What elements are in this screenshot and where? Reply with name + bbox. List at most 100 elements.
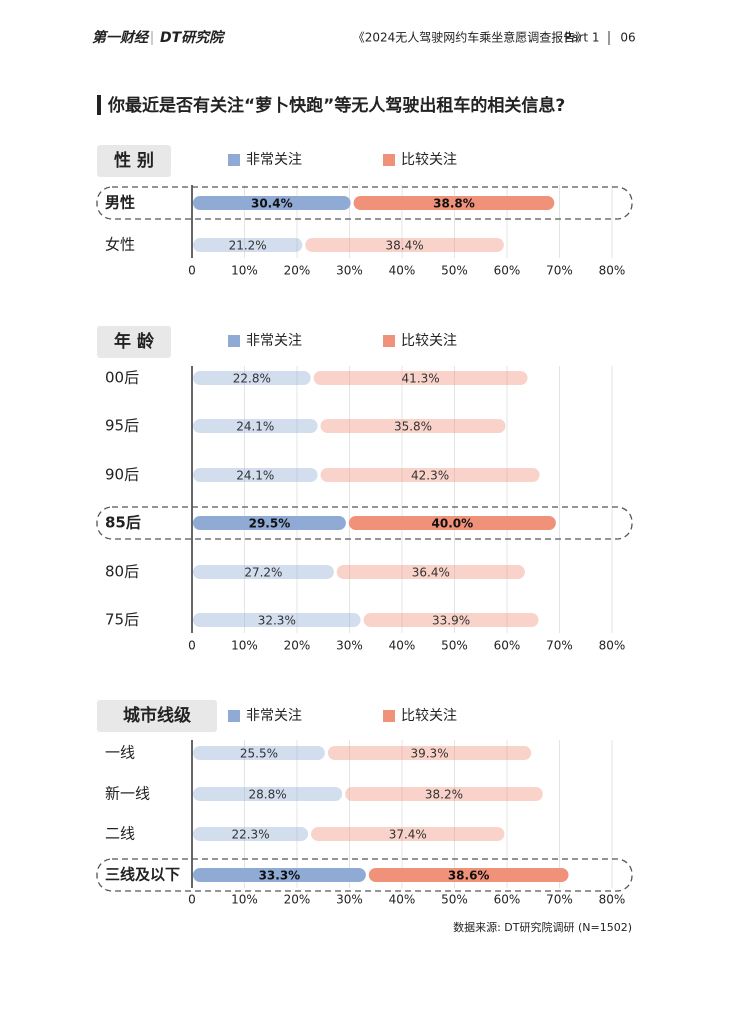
- x-tick-label: 50%: [441, 893, 468, 907]
- bar: [313, 371, 528, 385]
- x-tick-label: 30%: [336, 893, 363, 907]
- category-label: 二线: [105, 825, 135, 843]
- value-label: 32.3%: [258, 614, 296, 628]
- value-label: 22.3%: [231, 828, 269, 842]
- x-tick-label: 60%: [494, 893, 521, 907]
- value-label: 24.1%: [236, 469, 274, 483]
- x-tick-label: 40%: [389, 264, 416, 278]
- bar: [193, 371, 311, 385]
- x-tick-label: 60%: [494, 639, 521, 653]
- x-tick-label: 50%: [441, 639, 468, 653]
- bar: [193, 238, 303, 252]
- highlight-box: [96, 186, 633, 220]
- highlight-box: [96, 506, 633, 540]
- value-label: 37.4%: [389, 828, 427, 842]
- category-label: 00后: [105, 369, 139, 387]
- x-tick-label: 50%: [441, 264, 468, 278]
- legend-label: 非常关注: [246, 708, 302, 724]
- value-label: 25.5%: [240, 747, 278, 761]
- bar: [320, 468, 540, 482]
- category-label: 三线及以下: [105, 866, 180, 884]
- legend-swatch: [383, 154, 395, 166]
- value-label: 33.9%: [432, 614, 470, 628]
- page-number: 06: [620, 31, 635, 45]
- bar: [193, 468, 318, 482]
- value-label: 33.3%: [259, 869, 301, 883]
- bar: [363, 613, 539, 627]
- x-tick-label: 30%: [336, 639, 363, 653]
- bar: [193, 827, 309, 841]
- legend-swatch: [228, 335, 240, 347]
- title-bar: [97, 95, 101, 115]
- bar: [193, 787, 343, 801]
- value-label: 35.8%: [394, 420, 432, 434]
- part: Part 1: [564, 31, 599, 45]
- x-tick-label: 30%: [336, 264, 363, 278]
- category-label: 90后: [105, 466, 139, 484]
- category-label: 85后: [105, 514, 141, 532]
- category-label: 80后: [105, 563, 139, 581]
- x-tick-label: 80%: [599, 639, 626, 653]
- section-title: 年 龄: [114, 331, 155, 352]
- bar: [353, 196, 555, 210]
- value-label: 39.3%: [410, 747, 448, 761]
- x-tick-label: 80%: [599, 264, 626, 278]
- x-tick-label: 10%: [231, 264, 258, 278]
- logo: DT研究院: [160, 29, 226, 46]
- bar: [193, 196, 351, 210]
- bar: [345, 787, 543, 801]
- category-label: 新一线: [105, 785, 150, 803]
- legend-swatch: [228, 710, 240, 722]
- category-label: 男性: [105, 194, 135, 212]
- x-tick-label: 0: [188, 264, 196, 278]
- value-label: 38.8%: [433, 197, 475, 211]
- x-tick-label: 70%: [546, 893, 573, 907]
- legend-swatch: [383, 335, 395, 347]
- x-tick-label: 0: [188, 893, 196, 907]
- legend-label: 比较关注: [401, 333, 457, 349]
- value-label: 21.2%: [229, 239, 267, 253]
- legend-label: 非常关注: [246, 333, 302, 349]
- x-tick-label: 40%: [389, 639, 416, 653]
- legend-swatch: [383, 710, 395, 722]
- section-tag: [97, 145, 171, 177]
- value-label: 38.4%: [386, 239, 424, 253]
- x-tick-label: 10%: [231, 639, 258, 653]
- bar: [193, 419, 318, 433]
- bar: [193, 565, 334, 579]
- bar: [305, 238, 504, 252]
- value-label: 41.3%: [402, 372, 440, 386]
- bar: [348, 516, 556, 530]
- value-label: 40.0%: [432, 517, 474, 531]
- bar: [320, 419, 506, 433]
- x-tick-label: 20%: [284, 639, 311, 653]
- category-label: 75后: [105, 611, 139, 629]
- x-tick-label: 0: [188, 639, 196, 653]
- x-tick-label: 10%: [231, 893, 258, 907]
- source: 数据来源: DT研究院调研 (N=1502): [453, 920, 632, 934]
- value-label: 38.6%: [448, 869, 490, 883]
- x-tick-label: 80%: [599, 893, 626, 907]
- bar: [193, 746, 325, 760]
- value-label: 28.8%: [249, 788, 287, 802]
- bar: [193, 613, 361, 627]
- bar: [336, 565, 525, 579]
- value-label: 22.8%: [233, 372, 271, 386]
- bar: [193, 868, 366, 882]
- value-label: 38.2%: [425, 788, 463, 802]
- legend-label: 非常关注: [246, 152, 302, 168]
- x-tick-label: 70%: [546, 639, 573, 653]
- value-label: 27.2%: [244, 566, 282, 580]
- value-label: 30.4%: [251, 197, 293, 211]
- value-label: 24.1%: [236, 420, 274, 434]
- logo: 第一财经: [92, 29, 150, 46]
- value-label: 36.4%: [412, 566, 450, 580]
- bar: [327, 746, 532, 760]
- highlight-box: [96, 858, 633, 892]
- section-title: 城市线级: [123, 705, 191, 726]
- bar: [368, 868, 569, 882]
- report-title: 《2024无人驾驶网约车乘坐意愿调查报告》: [353, 30, 588, 45]
- value-label: 29.5%: [249, 517, 291, 531]
- x-tick-label: 20%: [284, 264, 311, 278]
